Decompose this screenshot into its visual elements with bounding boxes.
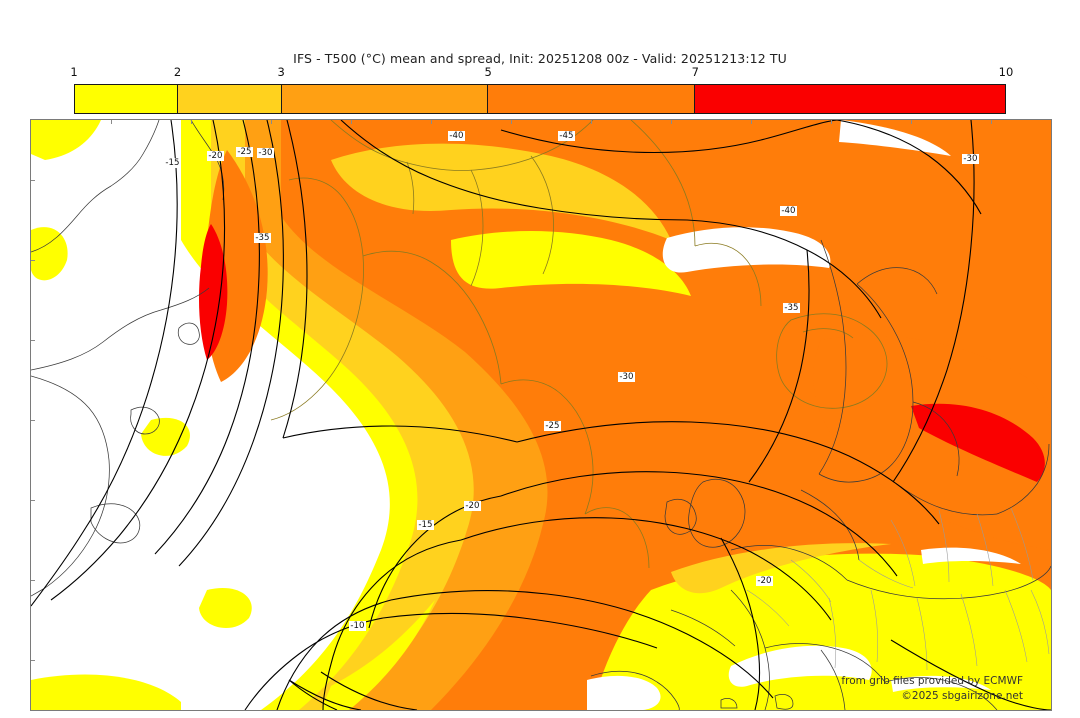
axis-tick-left [31,180,35,181]
colorbar-segment-1 [75,85,179,113]
axis-tick-left [31,340,35,341]
colorbar-segment-4 [488,85,695,113]
colorbar: 1 2 3 5 7 10 [70,65,1013,114]
credits: from grib files provided by ECMWF ©2025 … [841,674,1023,704]
contour-label: -30 [257,147,274,158]
contour-label: -20 [207,150,224,161]
axis-tick-top [271,120,272,124]
colorbar-tick-label: 10 [998,65,1014,79]
colorbar-tick-label: 7 [691,65,699,79]
contour-label: -20 [756,575,773,586]
axis-tick-top [431,120,432,124]
contour-label: -20 [464,500,481,511]
contour-label: -40 [780,205,797,216]
country-borders-layer [746,507,1050,671]
credits-line-2: ©2025 sbgairizone.net [901,689,1023,702]
colorbar-tick-label: 5 [484,65,492,79]
axis-tick-top [751,120,752,124]
contour-label: -15 [164,157,181,168]
contour-label: -35 [783,302,800,313]
colorbar-segment-2 [178,85,282,113]
axis-tick-top [911,120,912,124]
axis-tick-left [31,260,35,261]
colorbar-gradient [74,84,1006,114]
map-canvas [31,120,1051,710]
contour-label: -25 [236,146,253,157]
map-plot-area[interactable]: -15 -20 -25 -30 -35 -40 -45 -40 -35 -30 -30 -25 -20 -… [30,119,1052,711]
axis-tick-left [31,500,35,501]
contour-label: -45 [558,130,575,141]
colorbar-tick-label: 2 [173,65,182,79]
spread-fill-layer [31,120,1051,710]
axis-tick-left [31,580,35,581]
contour-label: -35 [254,232,271,243]
contour-label: -25 [544,420,561,431]
contour-label: -30 [618,371,635,382]
credits-line-1: from grib files provided by ECMWF [841,674,1023,687]
contour-label: -40 [448,130,465,141]
axis-tick-top [351,120,352,124]
contour-label: -30 [962,153,979,164]
page-title: IFS - T500 (°C) mean and spread, Init: 2… [293,51,787,66]
axis-tick-top [591,120,592,124]
axis-tick-top [111,120,112,124]
colorbar-segment-3 [281,85,489,113]
contour-label: -10 [349,620,366,631]
axis-tick-top [991,120,992,124]
axis-tick-top [191,120,192,124]
greenland-iceland-coastline [270,120,888,569]
contour-label: -15 [417,519,434,530]
axis-tick-left [31,660,35,661]
colorbar-tick-label: 3 [277,65,285,79]
colorbar-tick-label: 1 [70,65,78,79]
contour-layer [31,120,1051,710]
axis-tick-left [31,420,35,421]
axis-tick-top [511,120,512,124]
axis-tick-top [831,120,832,124]
colorbar-segment-5 [695,85,1005,113]
axis-tick-top [671,120,672,124]
